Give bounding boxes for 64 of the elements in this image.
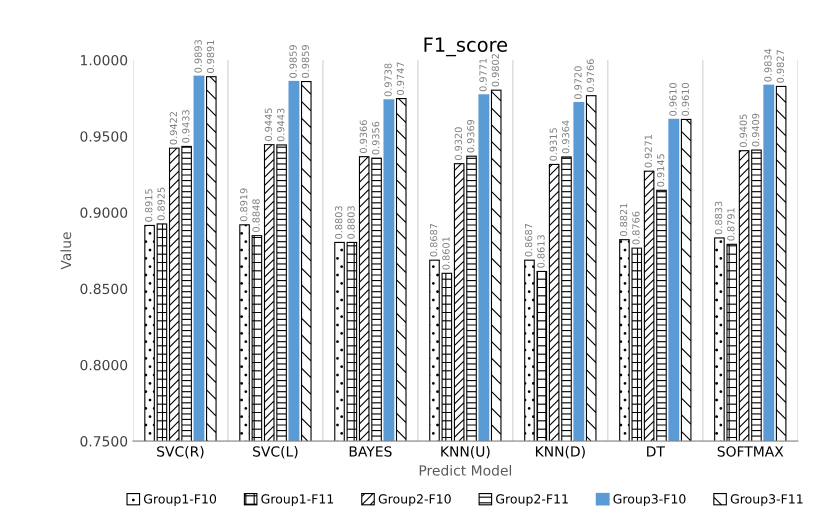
x-tick-label: KNN(U) <box>441 446 490 458</box>
data-label: 0.9443 <box>277 108 284 142</box>
data-label: 0.9364 <box>562 120 570 154</box>
legend-label: Group1-F11 <box>261 494 334 506</box>
data-label: 0.9747 <box>396 62 404 95</box>
x-axis-title: Predict Model <box>420 464 512 476</box>
data-label: 0.8821 <box>620 204 628 236</box>
data-label: 0.8791 <box>727 208 735 241</box>
data-label: 0.9422 <box>170 112 178 144</box>
data-label: 0.9445 <box>264 108 272 141</box>
x-tick-label: SVC(R) <box>157 446 204 458</box>
data-label: 0.9356 <box>372 122 380 154</box>
data-label: 0.9320 <box>454 127 462 160</box>
x-tick-label: SVC(L) <box>253 446 298 458</box>
data-label: 0.9433 <box>182 110 190 143</box>
data-label: 0.9834 <box>764 48 772 82</box>
data-label: 0.9610 <box>669 83 677 116</box>
y-tick-label: 0.7500 <box>80 436 128 447</box>
data-label: 0.8601 <box>442 237 450 270</box>
x-tick-label: KNN(D) <box>536 446 585 458</box>
data-label: 0.9405 <box>740 114 747 148</box>
legend-label: Group2-F10 <box>378 494 451 506</box>
data-label: 0.9893 <box>194 40 202 73</box>
data-label: 0.9827 <box>776 50 784 83</box>
y-tick-label: 0.9500 <box>80 131 128 142</box>
data-label: 0.9610 <box>682 83 689 116</box>
data-label: 0.8925 <box>157 188 165 220</box>
data-label: 0.8833 <box>714 202 722 234</box>
data-label: 0.9271 <box>644 134 652 168</box>
data-label: 0.8687 <box>430 224 438 256</box>
y-tick-label: 0.8500 <box>80 284 128 294</box>
data-label: 0.8848 <box>252 199 260 232</box>
data-label: 0.9738 <box>384 64 392 96</box>
data-label: 0.9891 <box>206 40 214 73</box>
chart-title: F1_score <box>424 38 508 56</box>
data-label: 0.8803 <box>347 206 355 239</box>
x-tick-label: BAYES <box>350 446 392 457</box>
data-label: 0.9859 <box>289 45 297 78</box>
legend-label: Group1-F10 <box>144 494 216 506</box>
y-tick-label: 1.0000 <box>81 55 128 66</box>
data-label: 0.9766 <box>586 59 594 92</box>
data-label: 0.9145 <box>656 154 664 187</box>
data-label: 0.8613 <box>537 235 545 268</box>
y-tick-label: 0.9000 <box>80 207 128 218</box>
x-tick-label: SOFTMAX <box>718 446 784 457</box>
data-label: 0.9409 <box>752 114 760 146</box>
y-tick-label: 0.8000 <box>80 360 128 370</box>
data-label: 0.9369 <box>467 120 474 153</box>
data-label: 0.9802 <box>492 54 500 87</box>
data-label: 0.8919 <box>240 188 248 222</box>
legend-label: Group2-F11 <box>496 494 568 506</box>
y-axis-title: Value <box>60 232 72 270</box>
data-label: 0.9366 <box>360 120 368 153</box>
data-label: 0.8766 <box>632 212 640 244</box>
data-label: 0.9859 <box>302 45 310 78</box>
legend-label: Group3-F10 <box>613 494 686 506</box>
data-label: 0.8803 <box>334 206 342 239</box>
data-label: 0.9771 <box>479 58 487 92</box>
data-label: 0.8915 <box>145 189 152 222</box>
data-label: 0.9315 <box>550 128 557 161</box>
legend-label: Group3-F11 <box>730 494 803 506</box>
data-label: 0.8687 <box>524 224 532 256</box>
x-tick-label: DT <box>647 446 665 457</box>
data-label: 0.9720 <box>574 66 582 100</box>
